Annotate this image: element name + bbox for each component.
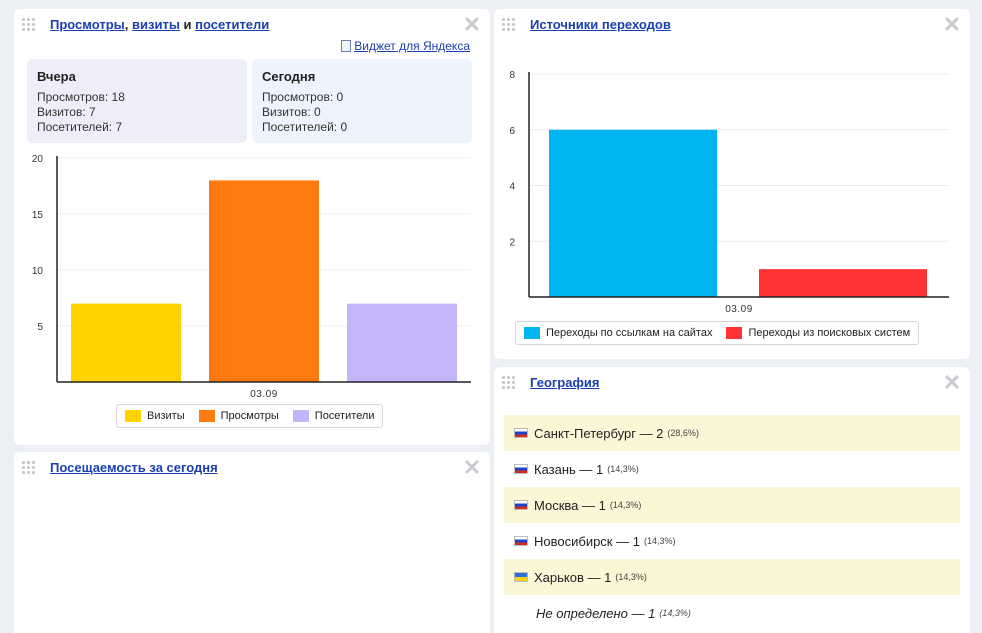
drag-handle-icon[interactable] [502,376,516,390]
city-percent: (14,3%) [615,572,647,582]
city-percent: (28,6%) [667,428,699,438]
views-link[interactable]: Просмотры [50,17,125,32]
city-percent: (14,3%) [643,536,676,546]
list-item: Не определено — 1 (14,3%) [504,595,960,631]
close-icon[interactable]: ✕ [942,12,962,37]
bar [209,180,319,382]
sources-chart-legend: Переходы по ссылкам на сайтах Переходы из… [515,321,920,345]
city-label: Москва — 1 [534,497,606,513]
russia-flag-icon [514,500,528,510]
legend-item: Визиты [125,410,185,422]
list-item: Казань — 1 (14,3%) [504,451,960,487]
y-tick-label: 20 [32,154,44,165]
sources-title-link[interactable]: Источники переходов [530,17,671,32]
today-label: Сегодня [262,69,316,84]
sources-widget: Источники переходов ✕ 2 4 6 8 03.09 Переходы… [494,9,970,359]
bar [71,303,181,382]
visitors-link[interactable]: посетители [195,17,270,32]
drag-handle-icon[interactable] [22,461,36,475]
city-label: Харьков — 1 [534,569,612,585]
legend-item: Переходы по ссылкам на сайтах [524,327,712,339]
legend-item: Переходы из поисковых систем [726,327,910,339]
legend-label: Просмотры [220,410,279,422]
list-item: Санкт-Петербург — 2 (28,6%) [504,415,960,451]
yesterday-visitors: Посетителей: 7 [37,120,123,134]
today-box: Сегодня Просмотров: 0 Визитов: 0 Посетит… [252,59,472,143]
close-icon[interactable]: ✕ [462,455,482,480]
geography-list: Санкт-Петербург — 2 (28,6%) Казань — 1 (14… [504,415,960,631]
legend-label: Посетители [314,410,375,422]
yandex-widget-label: Виджет для Яндекса [354,39,470,53]
yesterday-box: Вчера Просмотров: 18 Визитов: 7 Посетите… [27,59,247,143]
city-label: Казань — 1 [534,461,604,477]
stats-chart-legend: Визиты Просмотры Посетители [116,404,384,428]
today-visits: Визитов: 0 [262,105,321,119]
legend-swatch [726,327,743,339]
attendance-widget: Посещаемость за сегодня ✕ [14,452,490,633]
city-label: Новосибирск — 1 [534,533,640,549]
bar [759,269,927,297]
legend-label: Визиты [147,410,185,422]
legend-swatch [198,410,215,422]
city-percent: (14,3%) [607,464,639,474]
y-tick-label: 2 [509,237,515,248]
russia-flag-icon [514,464,528,474]
yandex-widget-link[interactable]: Виджет для Яндекса [341,39,470,53]
y-tick-label: 15 [32,210,44,221]
legend-swatch [292,410,309,422]
geography-widget: География ✕ Санкт-Петербург — 2 (28,6%) К… [494,367,970,633]
title-separator: , [124,17,129,32]
city-percent: (14,3%) [659,608,691,618]
city-label: Санкт-Петербург — 2 [534,425,664,441]
drag-handle-icon[interactable] [502,18,516,32]
y-tick-label: 5 [37,322,43,333]
yesterday-visits: Визитов: 7 [37,105,96,119]
legend-item: Посетители [292,410,375,422]
close-icon[interactable]: ✕ [462,12,482,37]
y-tick-label: 6 [509,126,515,137]
legend-item: Просмотры [198,410,279,422]
visits-link[interactable]: визиты [132,17,180,32]
geography-title-link[interactable]: География [530,375,600,390]
x-tick-label: 03.09 [725,304,753,314]
document-icon [341,40,352,52]
yesterday-label: Вчера [37,69,76,84]
y-tick-label: 8 [509,70,515,81]
russia-flag-icon [514,536,528,546]
x-tick-label: 03.09 [250,389,278,399]
today-views: Просмотров: 0 [262,90,344,104]
y-tick-label: 10 [32,266,44,277]
title-conjunction: и [183,17,192,32]
city-percent: (14,3%) [609,500,642,510]
legend-label: Переходы из поисковых систем [748,327,911,339]
sources-bar-chart: 2 4 6 8 03.09 [509,70,949,314]
city-label: Не определено — 1 [536,605,656,621]
y-tick-label: 4 [509,182,515,193]
legend-label: Переходы по ссылкам на сайтах [546,327,713,339]
bar [347,303,457,382]
widget-title: Просмотры, визиты и посетители [50,17,269,32]
attendance-title-link[interactable]: Посещаемость за сегодня [50,460,218,475]
list-item: Новосибирск — 1 (14,3%) [504,523,960,559]
russia-flag-icon [514,428,528,438]
stats-widget: Просмотры, визиты и посетители ✕ Виджет … [14,9,490,445]
today-visitors: Посетителей: 0 [262,120,348,134]
widget-title: Источники переходов [530,17,671,32]
ukraine-flag-icon [514,572,528,582]
widget-title: География [530,375,599,390]
legend-swatch [125,410,141,422]
legend-swatch [524,327,540,339]
list-item: Харьков — 1 (14,3%) [504,559,960,595]
drag-handle-icon[interactable] [22,18,36,32]
yesterday-views: Просмотров: 18 [37,90,125,104]
list-item: Москва — 1 (14,3%) [504,487,960,523]
bar [549,129,717,297]
stats-bar-chart: 5 10 15 20 03.09 [32,154,471,399]
widget-title: Посещаемость за сегодня [50,460,218,475]
close-icon[interactable]: ✕ [942,370,962,395]
